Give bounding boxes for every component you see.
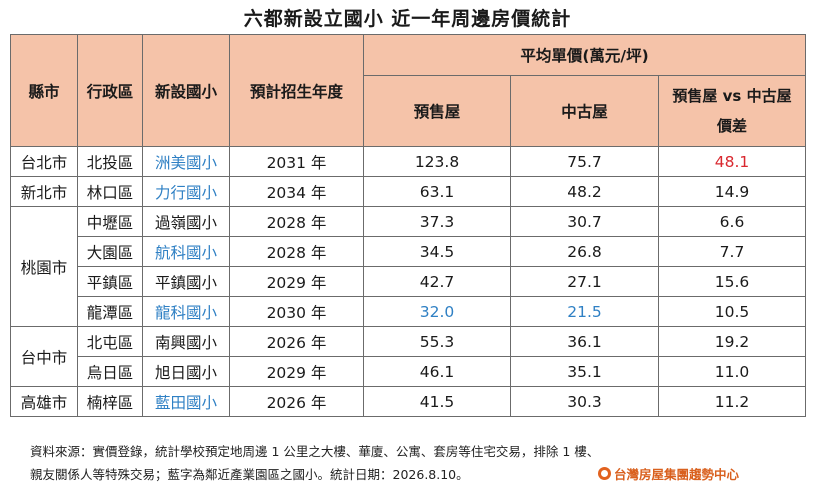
header-city: 縣市 [10,34,78,147]
school-cell: 洲美國小 [142,146,230,177]
school-cell: 力行國小 [142,176,230,207]
source-note: 資料來源：實價登錄，統計學校預定地周邊 1 公里之大樓、華廈、公寓、套房等住宅交… [30,440,790,486]
city-cell: 桃園市 [10,206,78,327]
header-diff: 預售屋 vs 中古屋 價差 [657,75,807,147]
city-cell: 台北市 [10,146,78,177]
page-title: 六都新設立國小 近一年周邊房價統計 [243,8,572,30]
presale-cell: 42.7 [363,266,511,297]
diff-cell: 48.1 [657,146,807,177]
year-cell: 2031 年 [229,146,364,177]
school-cell: 旭日國小 [142,356,230,387]
diff-cell: 15.6 [657,266,807,297]
diff-cell: 10.5 [657,296,807,327]
table-row: 桃園市 中壢區 過嶺國小 2028 年 37.3 30.7 6.6 [10,206,807,327]
header-avg-price: 平均單價(萬元/坪) [362,34,807,76]
presale-cell: 63.1 [363,176,511,207]
school-cell: 藍田國小 [142,386,230,417]
district-cell: 烏日區 [77,356,143,387]
presale-cell: 32.0 [363,296,511,327]
district-cell: 北投區 [77,146,143,177]
source-note-line1: 資料來源：實價登錄，統計學校預定地周邊 1 公里之大樓、華廈、公寓、套房等住宅交… [30,444,600,459]
year-cell: 2029 年 [229,356,364,387]
district-cell: 龍潭區 [77,296,143,327]
table-row: 台北市 北投區 洲美國小 2031 年 123.8 75.7 48.1 [10,146,807,177]
used-cell: 30.3 [510,386,659,417]
table-row: 龍潭區 龍科國小 2030 年 32.0 21.5 10.5 [11,296,807,327]
header-year: 預計招生年度 [229,34,364,147]
school-cell: 龍科國小 [142,296,230,327]
school-cell: 過嶺國小 [142,206,230,237]
used-cell: 30.7 [510,206,659,237]
presale-cell: 46.1 [363,356,511,387]
header-presale: 預售屋 [363,75,511,147]
table-row: 新北市 林口區 力行國小 2034 年 63.1 48.2 14.9 [10,176,807,207]
header-used: 中古屋 [510,75,659,147]
school-cell: 南興國小 [142,326,230,357]
district-cell: 平鎮區 [77,266,143,297]
year-cell: 2034 年 [229,176,364,207]
used-cell: 26.8 [510,236,659,267]
district-cell: 北屯區 [77,326,143,357]
district-cell: 楠梓區 [77,386,143,417]
diff-cell: 14.9 [657,176,807,207]
presale-cell: 41.5 [363,386,511,417]
city-cell: 高雄市 [10,386,78,417]
logo-icon [598,466,611,480]
used-cell: 35.1 [510,356,659,387]
diff-cell: 6.6 [657,206,807,237]
used-cell: 21.5 [510,296,659,327]
used-cell: 36.1 [510,326,659,357]
header-district: 行政區 [77,34,143,147]
school-cell: 平鎮國小 [142,266,230,297]
diff-cell: 7.7 [657,236,807,267]
diff-cell: 11.2 [657,386,807,417]
school-cell: 航科國小 [142,236,230,267]
district-cell: 大園區 [77,236,143,267]
year-cell: 2030 年 [229,296,364,327]
table-row: 烏日區 旭日國小 2029 年 46.1 35.1 11.0 [11,356,807,387]
presale-cell: 37.3 [363,206,511,237]
header-diff-line1: 預售屋 vs 中古屋 [672,87,792,105]
table-row: 平鎮區 平鎮國小 2029 年 42.7 27.1 15.6 [11,266,807,297]
price-table: 縣市 行政區 新設國小 預計招生年度 平均單價(萬元/坪) 預售屋 中古屋 預售… [10,34,807,417]
city-cell: 台中市 [10,326,78,387]
diff-cell: 19.2 [657,326,807,357]
used-cell: 75.7 [510,146,659,177]
used-cell: 27.1 [510,266,659,297]
presale-cell: 123.8 [363,146,511,177]
used-cell: 48.2 [510,176,659,207]
logo-text: 台灣房屋集團趨勢中心 [614,466,740,482]
table-row: 台中市 北屯區 南興國小 2026 年 55.3 36.1 19.2 [10,326,807,387]
presale-cell: 34.5 [363,236,511,267]
district-cell: 林口區 [77,176,143,207]
header-diff-line2: 價差 [717,117,748,135]
district-cell: 中壢區 [77,206,143,237]
year-cell: 2029 年 [229,266,364,297]
table-row: 高雄市 楠梓區 藍田國小 2026 年 41.5 30.3 11.2 [10,386,807,417]
header-school: 新設國小 [142,34,230,147]
year-cell: 2026 年 [229,386,364,417]
diff-cell: 11.0 [657,356,807,387]
presale-cell: 55.3 [363,326,511,357]
brand-logo: 台灣房屋集團趨勢中心 [598,464,739,482]
year-cell: 2028 年 [229,206,364,237]
year-cell: 2026 年 [229,326,364,357]
year-cell: 2028 年 [229,236,364,267]
table-row: 大園區 航科國小 2028 年 34.5 26.8 7.7 [11,236,807,267]
city-cell: 新北市 [10,176,78,207]
source-note-line2: 親友關係人等特殊交易；藍字為鄰近產業園區之國小。統計日期：2026.8.10。 [30,467,469,482]
